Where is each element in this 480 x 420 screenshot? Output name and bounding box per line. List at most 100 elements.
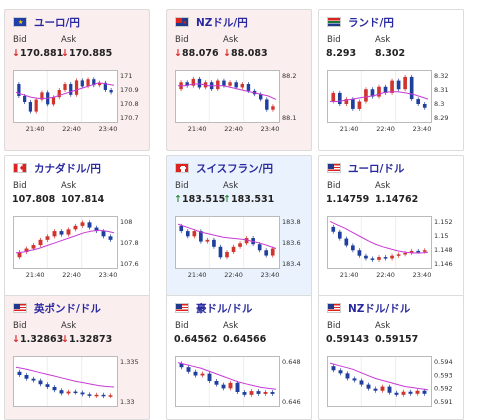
candle-body [221, 384, 226, 389]
candle-body [73, 391, 78, 394]
x-tick-label: 22:40 [224, 125, 243, 133]
x-tick-label: 23:40 [413, 271, 432, 279]
arrow-down-icon: ↓ [61, 48, 69, 59]
rate-card[interactable]: 英ポンド/ドル Bid Ask ↓1.32863 ↓1.32873 1.335 1.33 [4, 295, 150, 420]
currency-pair-link[interactable]: 英ポンド/ドル [34, 302, 101, 315]
y-tick-label: 183.8 [282, 218, 301, 226]
candle-body [28, 102, 33, 112]
candle-body [80, 392, 85, 395]
candle-body [109, 90, 113, 93]
mini-candle-chart[interactable]: 8.32 8.31 8.3 8.29 21:40 22:40 23:40 [327, 70, 455, 140]
candle-body [216, 80, 220, 90]
za-flag-icon [327, 17, 341, 27]
x-tick-label: 22:40 [376, 271, 395, 279]
currency-pair-link[interactable]: ランド/円 [348, 16, 394, 29]
mini-candle-chart[interactable]: 1.335 1.33 [13, 356, 141, 418]
candle-body [366, 384, 371, 389]
candle-body [403, 76, 407, 90]
ask-label: Ask [61, 181, 77, 191]
currency-pair-link[interactable]: NZドル/ドル [348, 302, 411, 315]
candle-body [331, 366, 336, 371]
currency-pair-link[interactable]: ユーロ/ドル [348, 162, 405, 175]
bid-label: Bid [327, 181, 341, 191]
bid-value: ↓170.881 [12, 48, 64, 59]
mini-candle-chart[interactable]: 0.594 0.593 0.592 0.591 [327, 356, 455, 418]
candle-body [103, 82, 107, 90]
candle-body [101, 394, 106, 397]
bid-value: 107.808 [12, 194, 56, 205]
rate-card[interactable]: 豪ドル/ドル Bid Ask 0.64562 0.64566 0.648 0.646 [166, 295, 312, 420]
mini-candle-chart[interactable]: 0.648 0.646 [175, 356, 303, 418]
ca-flag-icon: ♦ [13, 163, 27, 173]
candle-body [345, 373, 350, 379]
candle-body [396, 254, 401, 256]
currency-pair-link[interactable]: ユーロ/円 [34, 16, 80, 29]
rate-card-header: 英ポンド/ドル [13, 301, 101, 315]
candle-body [383, 86, 388, 93]
candle-body [240, 84, 245, 88]
chart-plot-area [327, 356, 432, 407]
rate-card[interactable]: ランド/円 Bid Ask 8.293 8.302 8.32 8.31 8.3 8.29 21:4… [318, 9, 464, 151]
y-tick-label: 170.9 [120, 86, 139, 94]
rate-card[interactable]: ♦ カナダドル/円 Bid Ask 107.808 107.814 108 107.8 107.… [4, 155, 150, 297]
x-tick-label: 23:40 [413, 125, 432, 133]
candle-body [186, 367, 191, 372]
mini-candle-chart[interactable]: 108 107.8 107.6 21:40 22:40 23:40 [13, 216, 141, 286]
mini-candle-chart[interactable]: 183.8 183.6 183.4 21:40 22:40 23:40 [175, 216, 303, 286]
rate-card-header: ★ NZドル/円 [175, 15, 248, 29]
y-tick-label: 8.3 [434, 100, 444, 108]
rate-card[interactable]: ユーロ/ドル Bid Ask 1.14759 1.14762 1.152 1.15 1.148… [318, 155, 464, 297]
moving-average-line [177, 362, 277, 390]
rate-card[interactable]: スイスフラン/円 Bid Ask ↑183.515 ↑183.531 183.8 183.6… [166, 155, 312, 297]
nz-flag-icon: ★ [175, 17, 189, 27]
candle-body [370, 89, 375, 97]
ask-value: 0.59157 [375, 334, 419, 345]
us-flag-icon [327, 163, 341, 173]
mini-candle-chart[interactable]: 1.152 1.15 1.148 1.146 21:40 22:40 23:40 [327, 216, 455, 286]
arrow-down-icon: ↓ [223, 48, 231, 59]
x-tick-label: 21:40 [340, 271, 359, 279]
mini-candle-chart[interactable]: 88.2 88.1 21:40 22:40 23:40 [175, 70, 303, 140]
candle-body [249, 391, 254, 395]
mini-candle-chart[interactable]: 171 170.9 170.8 170.7 21:40 22:40 23:40 [13, 70, 141, 140]
candle-body [185, 231, 190, 237]
currency-pair-link[interactable]: カナダドル/円 [34, 162, 101, 175]
currency-rate-grid: ★ ユーロ/円 Bid Ask ↓170.881 ↓170.885 171 170.9 170.… [4, 9, 464, 420]
candle-body [31, 245, 36, 249]
currency-pair-link[interactable]: NZドル/円 [196, 16, 248, 29]
x-tick-label: 21:40 [340, 125, 359, 133]
candle-body [338, 370, 343, 374]
currency-pair-link[interactable]: 豪ドル/ドル [196, 302, 253, 315]
candle-body [225, 252, 229, 258]
candle-body [394, 392, 399, 395]
ask-label: Ask [223, 35, 239, 45]
rate-card[interactable]: ★ ユーロ/円 Bid Ask ↓170.881 ↓170.885 171 170.9 170.… [4, 9, 150, 151]
us-flag-icon [13, 303, 27, 313]
candle-body [344, 238, 349, 246]
candle-body [390, 80, 394, 93]
ask-label: Ask [223, 181, 239, 191]
ask-value: 107.814 [61, 194, 105, 205]
candle-body [24, 248, 29, 253]
candle-body [390, 255, 394, 259]
ch-flag-icon [175, 163, 189, 173]
candle-body [238, 243, 242, 247]
ask-value: 1.14762 [375, 194, 419, 205]
candle-body [63, 84, 67, 90]
candle-body [244, 238, 249, 244]
rate-card[interactable]: NZドル/ドル Bid Ask 0.59143 0.59157 0.594 0.593 0.5… [318, 295, 464, 420]
x-tick-label: 21:40 [188, 271, 207, 279]
candle-body [80, 222, 85, 226]
chart-plot-area [175, 356, 280, 407]
candle-body [212, 239, 216, 247]
arrow-up-icon: ↑ [223, 194, 231, 205]
candle-body [86, 79, 90, 87]
candle-body [207, 373, 212, 381]
candle-body [59, 231, 64, 235]
candle-body [24, 375, 29, 379]
candle-body [205, 239, 210, 242]
rate-card[interactable]: ★ NZドル/円 Bid Ask ↓88.076 ↓88.083 88.2 88.1 21:40… [166, 9, 312, 151]
bid-value: ↑183.515 [174, 194, 226, 205]
ask-value: ↓1.32873 [61, 334, 113, 345]
currency-pair-link[interactable]: スイスフラン/円 [196, 162, 274, 175]
